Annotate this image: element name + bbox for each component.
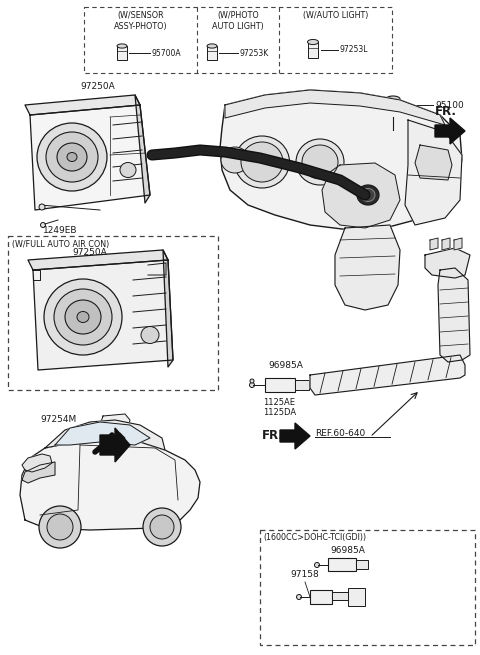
Polygon shape: [430, 238, 438, 250]
Ellipse shape: [150, 515, 174, 539]
Polygon shape: [100, 414, 130, 432]
Polygon shape: [265, 378, 295, 392]
Ellipse shape: [308, 39, 319, 45]
Polygon shape: [308, 42, 318, 58]
Polygon shape: [28, 250, 168, 270]
Polygon shape: [310, 355, 465, 395]
Text: 96985A: 96985A: [268, 361, 303, 370]
Polygon shape: [328, 558, 356, 571]
Ellipse shape: [39, 506, 81, 548]
Ellipse shape: [67, 153, 77, 162]
Text: FR.: FR.: [262, 429, 284, 442]
Polygon shape: [135, 95, 150, 203]
Ellipse shape: [302, 145, 338, 179]
Polygon shape: [295, 380, 309, 390]
Polygon shape: [22, 462, 55, 483]
Polygon shape: [454, 238, 462, 250]
Text: (W/PHOTO
AUTO LIGHT): (W/PHOTO AUTO LIGHT): [212, 11, 264, 31]
Polygon shape: [107, 435, 118, 448]
Ellipse shape: [296, 139, 344, 185]
Ellipse shape: [250, 383, 254, 388]
Ellipse shape: [39, 204, 45, 210]
Polygon shape: [30, 105, 150, 210]
Ellipse shape: [207, 44, 217, 48]
Polygon shape: [225, 90, 445, 125]
Text: 1125DA: 1125DA: [263, 408, 296, 417]
Polygon shape: [220, 90, 462, 230]
Ellipse shape: [77, 312, 89, 322]
Ellipse shape: [235, 136, 289, 188]
Polygon shape: [442, 238, 450, 250]
Ellipse shape: [46, 132, 98, 182]
Polygon shape: [405, 120, 462, 225]
Text: 95100: 95100: [435, 100, 464, 109]
Ellipse shape: [40, 223, 46, 227]
Polygon shape: [435, 118, 465, 144]
Ellipse shape: [241, 142, 283, 182]
Polygon shape: [386, 99, 400, 117]
Text: (1600CC>DOHC-TCI(GDI)): (1600CC>DOHC-TCI(GDI)): [263, 533, 366, 542]
Polygon shape: [356, 560, 368, 569]
Text: 95700A: 95700A: [151, 48, 180, 58]
Polygon shape: [100, 428, 130, 462]
Ellipse shape: [54, 289, 112, 345]
Ellipse shape: [357, 185, 379, 205]
Text: 97253L: 97253L: [339, 45, 368, 54]
Ellipse shape: [386, 96, 400, 102]
Ellipse shape: [44, 279, 122, 355]
Polygon shape: [108, 433, 125, 447]
Polygon shape: [335, 225, 400, 310]
Ellipse shape: [143, 508, 181, 546]
Ellipse shape: [250, 379, 254, 383]
Ellipse shape: [117, 44, 127, 48]
Ellipse shape: [37, 123, 107, 191]
Text: 97254M: 97254M: [40, 415, 76, 424]
Ellipse shape: [47, 514, 73, 540]
Text: 97250A: 97250A: [80, 82, 115, 91]
Polygon shape: [20, 438, 200, 530]
Polygon shape: [438, 268, 470, 362]
Polygon shape: [425, 248, 470, 278]
Polygon shape: [348, 588, 365, 606]
Ellipse shape: [297, 595, 301, 599]
Polygon shape: [207, 46, 217, 60]
Ellipse shape: [141, 326, 159, 343]
Polygon shape: [55, 422, 150, 445]
Text: 1249EB: 1249EB: [43, 226, 77, 235]
Text: (W/FULL AUTO AIR CON): (W/FULL AUTO AIR CON): [12, 240, 109, 249]
Ellipse shape: [57, 143, 87, 171]
Polygon shape: [415, 145, 452, 180]
Polygon shape: [22, 454, 52, 472]
Ellipse shape: [314, 563, 320, 567]
Text: (W/AUTO LIGHT): (W/AUTO LIGHT): [303, 11, 368, 20]
Polygon shape: [322, 163, 400, 228]
Polygon shape: [280, 423, 310, 449]
Text: REF.60-640: REF.60-640: [315, 428, 365, 438]
Text: 97253K: 97253K: [239, 48, 268, 58]
Polygon shape: [33, 260, 173, 370]
Text: 1125AE: 1125AE: [263, 398, 295, 407]
Ellipse shape: [65, 300, 101, 334]
Polygon shape: [117, 46, 127, 60]
Polygon shape: [163, 250, 173, 367]
Polygon shape: [332, 592, 348, 600]
Polygon shape: [25, 95, 140, 115]
Ellipse shape: [361, 189, 375, 202]
Text: FR.: FR.: [435, 105, 457, 118]
Ellipse shape: [386, 114, 400, 120]
Polygon shape: [45, 420, 165, 450]
Ellipse shape: [120, 162, 136, 178]
Text: 97250A: 97250A: [72, 248, 108, 257]
Polygon shape: [310, 590, 332, 604]
Text: 96985A: 96985A: [330, 546, 365, 555]
Ellipse shape: [221, 147, 249, 173]
Text: 97158: 97158: [290, 570, 319, 579]
Text: (W/SENSOR
ASSY-PHOTO): (W/SENSOR ASSY-PHOTO): [114, 11, 168, 31]
